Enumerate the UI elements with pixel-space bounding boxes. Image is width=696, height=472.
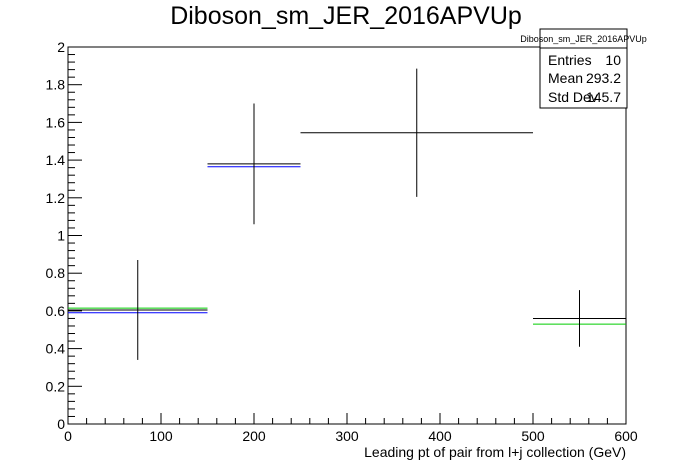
stats-stddev-value: 145.7 <box>586 89 621 105</box>
x-tick-label: 600 <box>614 428 638 444</box>
stats-box-title: Diboson_sm_JER_2016APVUp <box>520 34 647 44</box>
x-tick-label: 400 <box>428 428 452 444</box>
x-tick-label: 200 <box>242 428 266 444</box>
y-tick-label: 1.2 <box>46 190 66 206</box>
x-tick-label: 0 <box>64 428 72 444</box>
y-tick-label: 0.2 <box>46 378 66 394</box>
y-tick-label: 0 <box>57 416 65 432</box>
y-tick-label: 1.4 <box>46 152 66 168</box>
stats-mean-value: 293.2 <box>586 70 621 86</box>
y-tick-label: 1 <box>57 228 65 244</box>
stats-mean-label: Mean <box>548 70 583 86</box>
y-tick-label: 1.6 <box>46 114 66 130</box>
y-tick-label: 1.8 <box>46 77 66 93</box>
y-tick-label: 2 <box>57 39 65 55</box>
x-tick-label: 300 <box>335 428 359 444</box>
chart-title: Diboson_sm_JER_2016APVUp <box>170 2 522 30</box>
x-axis-label: Leading pt of pair from l+j collection (… <box>364 444 626 460</box>
data-marks <box>68 68 626 360</box>
stats-entries-value: 10 <box>605 52 621 68</box>
x-axis: 0 100 200 300 400 500 600 <box>64 413 638 444</box>
stats-entries-label: Entries <box>548 52 592 68</box>
stats-stddev-label: Std Dev <box>548 89 598 105</box>
y-tick-label: 0.6 <box>46 303 66 319</box>
stats-box-frame <box>539 28 628 109</box>
x-tick-label: 500 <box>521 428 545 444</box>
y-tick-label: 0.4 <box>46 341 66 357</box>
x-tick-label: 100 <box>149 428 173 444</box>
stats-box: Diboson_sm_JER_2016APVUp Entries 10 Mean… <box>520 28 647 109</box>
y-axis: 0 0.2 0.4 0.6 0.8 1 1.2 1.4 1.6 1.8 2 <box>46 39 82 432</box>
y-tick-label: 0.8 <box>46 265 66 281</box>
